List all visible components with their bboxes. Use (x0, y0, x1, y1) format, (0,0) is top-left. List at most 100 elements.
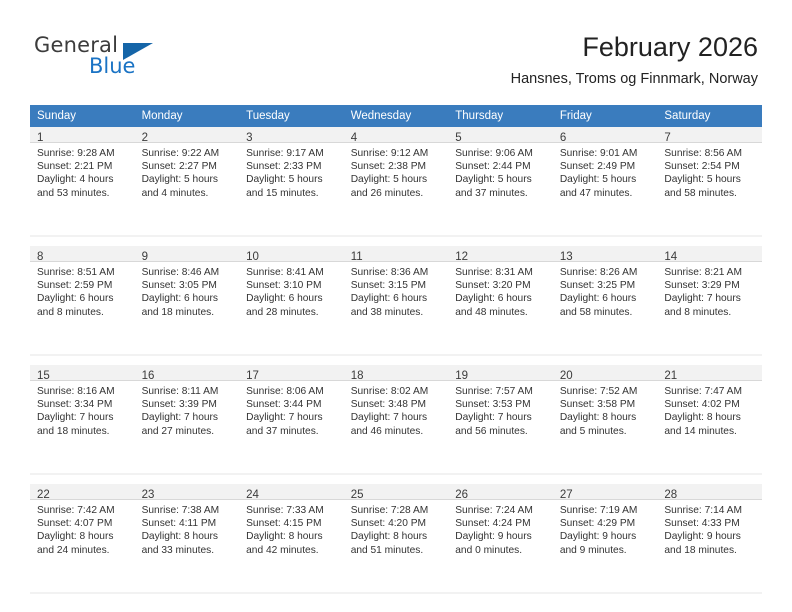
daylight-text-line2: and 14 minutes. (664, 425, 737, 437)
calendar-day-cell[interactable]: 15 Sunrise: 8:16 AM Sunset: 3:34 PM Dayligh… (30, 365, 135, 475)
day-cell-inner: 3 Sunrise: 9:17 AM Sunset: 2:33 PM Daylight… (239, 127, 344, 237)
day-number: 4 (350, 132, 358, 144)
day-number: 28 (664, 489, 678, 501)
sunset-text: Sunset: 2:33 PM (246, 161, 322, 173)
sunrise-sunset-calendar: Sunday Monday Tuesday Wednesday Thursday… (30, 105, 762, 594)
daylight-text-line1: Daylight: 8 hours (559, 412, 637, 424)
sunrise-text: Sunrise: 8:16 AM (37, 386, 115, 397)
spacer-cell (30, 475, 762, 484)
sunrise-text: Sunrise: 8:31 AM (455, 267, 533, 278)
cell-divider (239, 380, 344, 381)
sunrise-text: Sunrise: 7:57 AM (455, 386, 533, 397)
calendar-day-cell[interactable]: 6 Sunrise: 9:01 AM Sunset: 2:49 PM Daylight… (552, 127, 658, 237)
daylight-text-line1: Daylight: 5 hours (455, 174, 532, 186)
calendar-day-cell[interactable]: 4 Sunrise: 9:12 AM Sunset: 2:38 PM Daylight… (343, 127, 449, 237)
calendar-day-cell[interactable]: 1 Sunrise: 9:28 AM Sunset: 2:21 PM Daylight… (30, 127, 135, 237)
calendar-day-cell[interactable]: 10 Sunrise: 8:41 AM Sunset: 3:10 PM Dayligh… (239, 246, 344, 356)
calendar-day-cell[interactable]: 19 Sunrise: 7:57 AM Sunset: 3:53 PM Dayligh… (448, 365, 553, 475)
day-number: 21 (664, 370, 678, 382)
sunset-text: Sunset: 4:02 PM (664, 399, 740, 411)
day-cell-inner: 14 Sunrise: 8:21 AM Sunset: 3:29 PM Dayligh… (657, 246, 762, 356)
day-details: Sunrise: 8:21 AM Sunset: 3:29 PM Daylight:… (657, 262, 762, 354)
day-number: 6 (559, 132, 567, 144)
sunrise-text: Sunrise: 8:11 AM (141, 386, 219, 397)
page-title: February 2026 (582, 32, 758, 62)
day-number: 11 (350, 251, 363, 263)
cell-divider (30, 142, 135, 143)
cell-divider (448, 380, 553, 381)
calendar-day-cell[interactable]: 5 Sunrise: 9:06 AM Sunset: 2:44 PM Daylight… (448, 127, 553, 237)
brand-logo[interactable]: General Blue (34, 33, 254, 93)
day-details: Sunrise: 7:47 AM Sunset: 4:02 PM Daylight:… (657, 381, 762, 473)
daylight-text-line1: Daylight: 7 hours (350, 412, 428, 424)
daylight-text-line2: and 56 minutes. (455, 425, 528, 437)
daylight-text-line1: Daylight: 6 hours (37, 293, 114, 305)
daylight-text-line2: and 18 minutes. (664, 544, 737, 556)
calendar-day-cell[interactable]: 7 Sunrise: 8:56 AM Sunset: 2:54 PM Daylight… (657, 127, 762, 237)
cell-divider (448, 142, 553, 143)
daylight-text-line2: and 18 minutes. (141, 306, 215, 318)
daylight-text-line2: and 18 minutes. (37, 425, 110, 437)
sunset-text: Sunset: 4:11 PM (141, 518, 217, 530)
day-cell-inner: 17 Sunrise: 8:06 AM Sunset: 3:44 PM Dayligh… (239, 365, 344, 475)
day-number: 23 (141, 489, 155, 501)
sunset-text: Sunset: 3:10 PM (246, 280, 322, 292)
calendar-day-cell[interactable]: 26 Sunrise: 7:24 AM Sunset: 4:24 PM Dayligh… (448, 484, 553, 594)
sunset-text: Sunset: 4:29 PM (559, 518, 636, 530)
day-details: Sunrise: 8:51 AM Sunset: 2:59 PM Daylight:… (30, 262, 135, 354)
daylight-text-line1: Daylight: 7 hours (37, 412, 114, 424)
day-details: Sunrise: 8:46 AM Sunset: 3:05 PM Daylight:… (134, 262, 240, 354)
daylight-text-line1: Daylight: 4 hours (37, 174, 114, 186)
calendar-day-cell[interactable]: 24 Sunrise: 7:33 AM Sunset: 4:15 PM Dayligh… (239, 484, 344, 594)
weekday-header-monday: Monday (134, 105, 240, 127)
calendar-day-cell[interactable]: 12 Sunrise: 8:31 AM Sunset: 3:20 PM Dayligh… (448, 246, 553, 356)
calendar-day-cell[interactable]: 8 Sunrise: 8:51 AM Sunset: 2:59 PM Daylight… (30, 246, 135, 356)
weekday-header-wednesday: Wednesday (343, 105, 449, 127)
day-number: 17 (246, 370, 259, 382)
calendar-day-cell[interactable]: 9 Sunrise: 8:46 AM Sunset: 3:05 PM Daylight… (134, 246, 240, 356)
calendar-day-cell[interactable]: 28 Sunrise: 7:14 AM Sunset: 4:33 PM Dayligh… (657, 484, 762, 594)
calendar-day-cell[interactable]: 13 Sunrise: 8:26 AM Sunset: 3:25 PM Dayligh… (552, 246, 658, 356)
weekday-header-tuesday: Tuesday (239, 105, 344, 127)
day-details: Sunrise: 7:19 AM Sunset: 4:29 PM Daylight:… (552, 500, 658, 592)
day-number: 2 (141, 132, 148, 144)
calendar-day-cell[interactable]: 25 Sunrise: 7:28 AM Sunset: 4:20 PM Dayligh… (343, 484, 449, 594)
calendar-day-cell[interactable]: 17 Sunrise: 8:06 AM Sunset: 3:44 PM Dayligh… (239, 365, 344, 475)
calendar-day-cell[interactable]: 20 Sunrise: 7:52 AM Sunset: 3:58 PM Dayligh… (552, 365, 658, 475)
calendar-day-cell[interactable]: 22 Sunrise: 7:42 AM Sunset: 4:07 PM Dayligh… (30, 484, 135, 594)
daylight-text-line1: Daylight: 5 hours (559, 174, 637, 186)
day-details: Sunrise: 7:28 AM Sunset: 4:20 PM Daylight:… (343, 500, 449, 592)
sunset-text: Sunset: 3:44 PM (246, 399, 322, 411)
calendar-week-row: 22 Sunrise: 7:42 AM Sunset: 4:07 PM Dayligh… (30, 484, 762, 594)
sunset-text: Sunset: 2:38 PM (350, 161, 427, 173)
brand-name-blue: Blue (89, 54, 136, 78)
calendar-day-cell[interactable]: 23 Sunrise: 7:38 AM Sunset: 4:11 PM Dayligh… (134, 484, 240, 594)
calendar-day-cell[interactable]: 16 Sunrise: 8:11 AM Sunset: 3:39 PM Dayligh… (134, 365, 240, 475)
sunrise-text: Sunrise: 9:28 AM (37, 148, 115, 159)
day-details: Sunrise: 7:38 AM Sunset: 4:11 PM Daylight:… (134, 500, 240, 592)
calendar-day-cell[interactable]: 14 Sunrise: 8:21 AM Sunset: 3:29 PM Dayligh… (657, 246, 762, 356)
cell-divider (552, 261, 658, 262)
sunset-text: Sunset: 2:54 PM (664, 161, 740, 173)
triangle-icon (123, 43, 153, 60)
day-details: Sunrise: 8:56 AM Sunset: 2:54 PM Daylight:… (657, 143, 762, 235)
daylight-text-line1: Daylight: 9 hours (664, 531, 741, 543)
sunrise-text: Sunrise: 7:42 AM (37, 505, 115, 516)
calendar-day-cell[interactable]: 11 Sunrise: 8:36 AM Sunset: 3:15 PM Dayligh… (343, 246, 449, 356)
sunrise-text: Sunrise: 8:06 AM (246, 386, 324, 397)
calendar-day-cell[interactable]: 27 Sunrise: 7:19 AM Sunset: 4:29 PM Dayligh… (552, 484, 658, 594)
sunset-text: Sunset: 3:34 PM (37, 399, 113, 411)
day-cell-inner: 28 Sunrise: 7:14 AM Sunset: 4:33 PM Dayligh… (657, 484, 762, 594)
day-details: Sunrise: 7:33 AM Sunset: 4:15 PM Daylight:… (239, 500, 344, 592)
calendar-day-cell[interactable]: 21 Sunrise: 7:47 AM Sunset: 4:02 PM Dayligh… (657, 365, 762, 475)
day-number: 19 (455, 370, 469, 382)
calendar-day-cell[interactable]: 18 Sunrise: 8:02 AM Sunset: 3:48 PM Dayligh… (343, 365, 449, 475)
cell-divider (134, 142, 240, 143)
day-cell-inner: 16 Sunrise: 8:11 AM Sunset: 3:39 PM Dayligh… (134, 365, 240, 475)
day-details: Sunrise: 8:31 AM Sunset: 3:20 PM Daylight:… (448, 262, 553, 354)
sunset-text: Sunset: 4:20 PM (350, 518, 427, 530)
calendar-day-cell[interactable]: 2 Sunrise: 9:22 AM Sunset: 2:27 PM Daylight… (134, 127, 240, 237)
calendar-day-cell[interactable]: 3 Sunrise: 9:17 AM Sunset: 2:33 PM Daylight… (239, 127, 344, 237)
daylight-text-line1: Daylight: 6 hours (246, 293, 323, 305)
sunset-text: Sunset: 2:27 PM (141, 161, 217, 173)
